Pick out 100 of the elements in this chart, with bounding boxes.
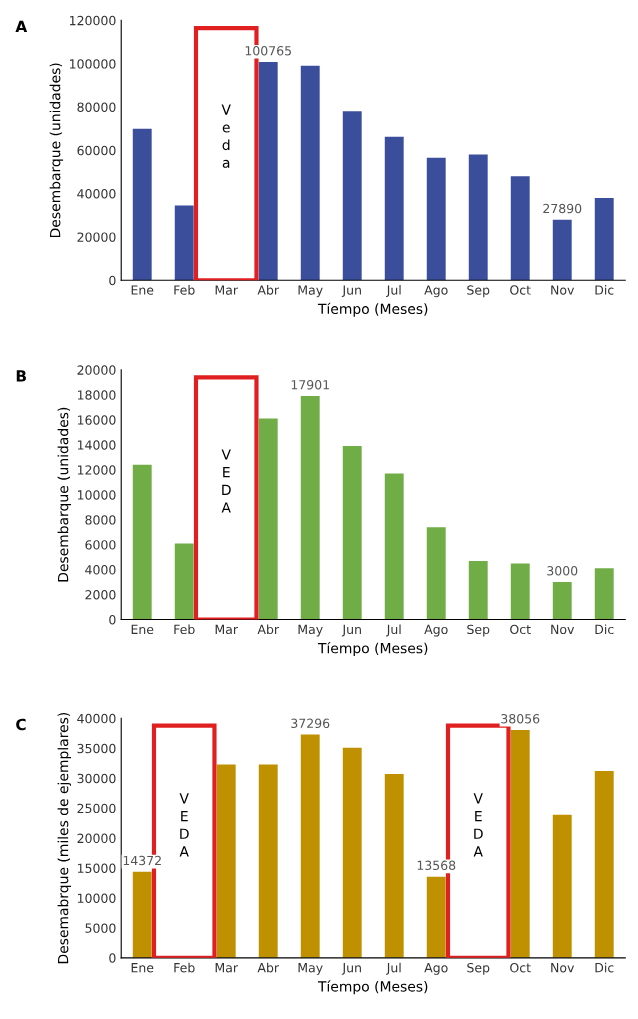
x-tick-label: Nov <box>551 624 575 635</box>
x-tick-label: Jun <box>341 624 361 637</box>
bar <box>342 747 362 958</box>
x-tick-label: Ago <box>424 624 448 637</box>
x-tick-label: Jun <box>341 285 361 298</box>
y-tick-label: 25000 <box>77 803 116 814</box>
y-tick-label: 18000 <box>77 390 116 400</box>
y-tick-label: 14000 <box>77 440 116 450</box>
y-tick-label: 60000 <box>77 145 116 156</box>
y-tick-label: 100000 <box>70 59 116 69</box>
x-tick-label: Mar <box>215 963 239 973</box>
x-tick-label: Jul <box>386 285 401 298</box>
x-axis-title: Tíempo (Meses) <box>317 302 428 317</box>
y-tick-label: 16000 <box>77 415 116 425</box>
y-tick-label: 0 <box>109 275 116 286</box>
x-axis-title: Tíempo (Meses) <box>317 980 428 995</box>
bar <box>342 111 362 281</box>
bar <box>594 771 614 958</box>
y-axis-title: Desembarque (unidades) <box>57 407 72 582</box>
x-tick-label: Ene <box>131 963 154 973</box>
y-tick-label: 4000 <box>85 565 116 575</box>
annotation: VEDA <box>473 793 483 857</box>
x-tick-label: Abr <box>257 962 280 973</box>
y-tick-label: 0 <box>109 615 116 625</box>
x-tick-label: Oct <box>510 624 531 635</box>
bar <box>258 62 278 281</box>
y-tick-label: 20000 <box>77 833 116 844</box>
bar <box>300 65 320 281</box>
bar <box>384 774 404 958</box>
bar <box>552 814 572 958</box>
x-tick-label: Sep <box>467 285 490 298</box>
x-tick-label: May <box>298 963 323 975</box>
data-label: 3000 <box>547 566 578 576</box>
x-tick-label: Abr <box>257 285 280 295</box>
annotation: VEDA <box>221 449 231 513</box>
x-tick-label: Ago <box>424 285 448 298</box>
x-tick-label: May <box>298 624 323 637</box>
bar <box>384 473 404 620</box>
y-tick-label: 8000 <box>85 515 116 525</box>
bar <box>468 560 488 620</box>
bar <box>132 464 152 620</box>
x-axis-title: Tíempo (Meses) <box>317 642 428 657</box>
bar <box>510 563 530 620</box>
bar <box>510 730 530 958</box>
data-label: 37296 <box>291 718 330 728</box>
x-tick-label: Nov <box>551 963 575 973</box>
x-tick-label: Oct <box>510 962 531 973</box>
chart-title: A <box>15 20 28 32</box>
data-label: 13568 <box>417 860 456 871</box>
bar <box>426 157 446 281</box>
bar <box>594 197 614 281</box>
bar <box>342 446 362 620</box>
bar <box>552 219 572 281</box>
data-label: 100765 <box>245 45 291 56</box>
annotation: Veda <box>221 104 231 168</box>
annotation: VEDA <box>179 793 189 857</box>
y-axis-title: Desembarque (unidades) <box>49 63 64 238</box>
x-tick-label: Ene <box>131 624 154 635</box>
bar <box>174 543 194 620</box>
y-tick-label: 30000 <box>77 773 116 784</box>
x-tick-label: Oct <box>510 285 531 295</box>
y-tick-label: 80000 <box>77 102 116 112</box>
data-label: 17901 <box>291 380 329 390</box>
x-tick-label: Jul <box>386 624 401 637</box>
y-tick-label: 20000 <box>77 232 116 242</box>
bar <box>468 154 488 281</box>
bar <box>258 764 278 958</box>
y-tick-label: 15000 <box>77 863 116 873</box>
y-tick-label: 5000 <box>85 923 116 933</box>
x-tick-label: May <box>298 285 323 298</box>
x-tick-label: Dic <box>595 624 614 635</box>
y-tick-label: 12000 <box>77 465 116 475</box>
chart-title: C <box>16 718 26 731</box>
y-tick-label: 10000 <box>77 490 116 500</box>
bar <box>300 396 320 620</box>
bar <box>552 582 572 620</box>
y-tick-label: 40000 <box>77 189 116 199</box>
y-axis-title: Desemabrque (miles de ejemplares) <box>57 712 72 964</box>
y-tick-label: 40000 <box>77 713 116 724</box>
y-tick-label: 0 <box>109 953 116 963</box>
x-tick-label: Feb <box>174 285 195 295</box>
bar <box>258 418 278 620</box>
x-tick-label: Mar <box>215 624 239 635</box>
x-tick-label: Feb <box>174 962 195 973</box>
bar <box>426 876 446 958</box>
x-tick-label: Dic <box>595 962 614 973</box>
x-tick-label: Mar <box>215 285 239 295</box>
x-tick-label: Abr <box>257 624 280 635</box>
x-tick-label: Feb <box>174 624 195 635</box>
data-label: 14372 <box>123 855 161 866</box>
y-tick-label: 20000 <box>77 365 116 375</box>
chart-title: B <box>16 370 26 382</box>
data-label: 27890 <box>543 203 582 214</box>
data-label: 38056 <box>501 713 540 724</box>
bar <box>216 764 236 958</box>
y-tick-label: 120000 <box>70 15 116 26</box>
x-tick-label: Dic <box>595 285 614 295</box>
bar <box>300 734 320 958</box>
x-tick-label: Sep <box>467 962 490 975</box>
y-tick-label: 10000 <box>77 893 116 903</box>
